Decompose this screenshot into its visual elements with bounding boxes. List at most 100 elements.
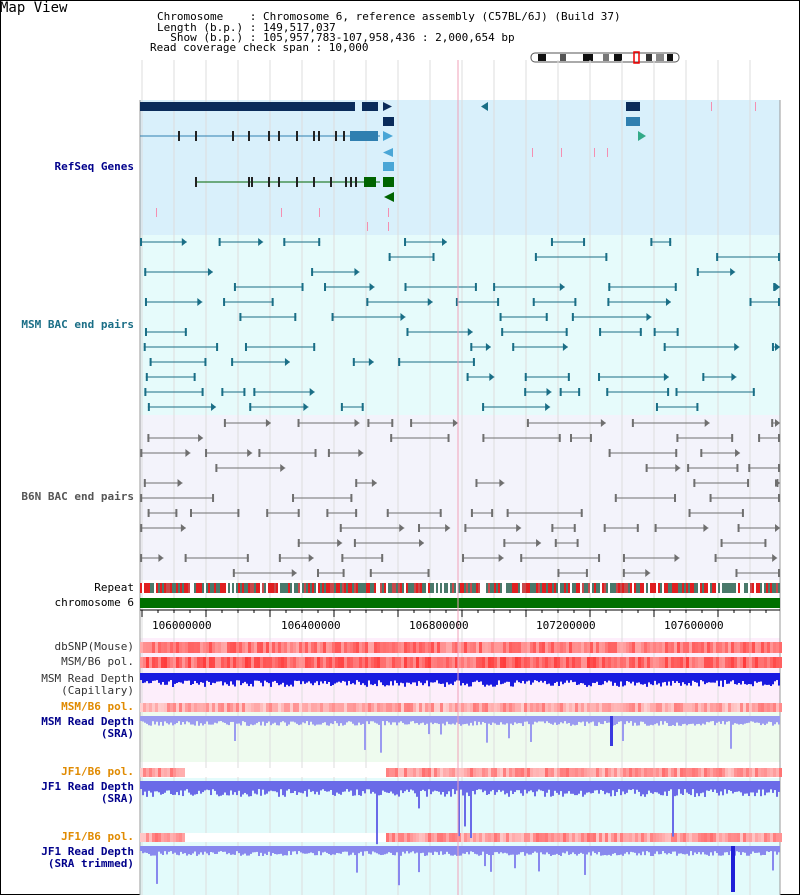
bac-end (605, 253, 608, 261)
repeat-segment (322, 583, 324, 593)
depth-bar (750, 781, 752, 793)
heat-cell (689, 768, 692, 777)
depth-bar (656, 846, 658, 852)
chromosome-bar[interactable] (140, 598, 780, 608)
heat-cell (230, 768, 233, 777)
depth-bar (198, 846, 200, 855)
bac-end (143, 343, 146, 351)
heat-cell (527, 657, 530, 668)
b6n-bac-track-label[interactable]: B6N BAC end pairs (21, 490, 134, 503)
heat-cell (299, 657, 302, 668)
depth-bar (734, 781, 736, 792)
depth-bar (680, 716, 682, 726)
repeat-segment (690, 583, 692, 593)
bac-end-arrow (467, 328, 473, 336)
heat-cell (365, 703, 368, 712)
depth-bar (772, 846, 774, 871)
chromosome-ideogram[interactable] (530, 51, 680, 64)
heat-cell (761, 703, 764, 712)
msm-bac-track[interactable] (140, 238, 780, 411)
depth-bar (754, 673, 756, 682)
heat-cell (170, 833, 173, 842)
depth-bar (206, 716, 208, 722)
refseq-track-label[interactable]: RefSeq Genes (54, 160, 134, 173)
heat-cell (176, 703, 179, 712)
depth-bar (286, 716, 288, 726)
heat-cell (434, 768, 437, 777)
depth-bar (554, 673, 556, 683)
heat-cell (686, 657, 689, 668)
repeat-segment (304, 583, 306, 593)
repeat-track[interactable] (140, 583, 780, 593)
heat-cell (587, 657, 590, 668)
heat-cell (248, 768, 251, 777)
depth-bar (530, 673, 532, 685)
heat-cell (266, 642, 269, 653)
depth-bar (438, 846, 440, 855)
depth-bar (292, 781, 294, 793)
depth-bar (740, 846, 742, 855)
heat-cell (140, 768, 143, 777)
depth-bar (402, 846, 404, 852)
depth-bar (404, 673, 406, 687)
heat-cell (683, 833, 686, 842)
depth-bar (294, 716, 296, 723)
depth-bar (578, 846, 580, 854)
heat-cell (320, 703, 323, 712)
heat-cell (287, 833, 290, 842)
heat-cell (752, 642, 755, 653)
depth-bar (264, 846, 266, 854)
heat-cell (341, 657, 344, 668)
gene-exon (248, 131, 250, 141)
heat-cell (452, 657, 455, 668)
depth-bar (240, 673, 242, 686)
depth-bar (268, 716, 270, 722)
msm-bac-track-label[interactable]: MSM BAC end pairs (21, 318, 134, 331)
refseq-genes-track[interactable] (140, 102, 756, 231)
repeat-segment (520, 583, 522, 593)
repeat-segment (208, 583, 210, 593)
heat-cell (698, 703, 701, 712)
bac-end (331, 313, 334, 321)
heat-cell (515, 642, 518, 653)
depth-bar (452, 846, 454, 856)
heat-cell (443, 703, 446, 712)
gene-exon (313, 177, 315, 187)
b6n-bac-track[interactable] (140, 419, 780, 577)
heat-cell (716, 657, 719, 668)
heat-cell (272, 703, 275, 712)
heat-cell (290, 657, 293, 668)
repeat-segment (628, 583, 630, 593)
depth-bar (178, 846, 180, 856)
read-depth-tracks[interactable] (140, 673, 780, 892)
heat-cell (284, 642, 287, 653)
heat-cell (443, 642, 446, 653)
heat-cell (560, 768, 563, 777)
depth-bar (540, 846, 542, 853)
depth-bar (556, 846, 558, 854)
heat-cell (146, 657, 149, 668)
depth-bar (374, 716, 376, 723)
polymorphism-heatmaps[interactable] (140, 642, 782, 842)
depth-bar (180, 716, 182, 725)
repeat-segment (346, 583, 348, 593)
depth-bar (172, 846, 174, 854)
depth-bar (258, 673, 260, 681)
depth-bar (368, 673, 370, 681)
heat-cell (230, 703, 233, 712)
depth-bar (558, 846, 560, 856)
heat-cell (197, 657, 200, 668)
depth-bar (326, 716, 328, 726)
depth-bar (636, 781, 638, 790)
heat-cell (464, 768, 467, 777)
depth-bar (542, 846, 544, 855)
depth-bar (258, 846, 260, 856)
depth-bar (628, 716, 630, 723)
heat-cell (353, 768, 356, 777)
heat-cell (638, 768, 641, 777)
depth-bar (650, 673, 652, 685)
depth-bar (570, 781, 572, 794)
heat-cell (698, 642, 701, 653)
bac-end-arrow (775, 343, 780, 351)
